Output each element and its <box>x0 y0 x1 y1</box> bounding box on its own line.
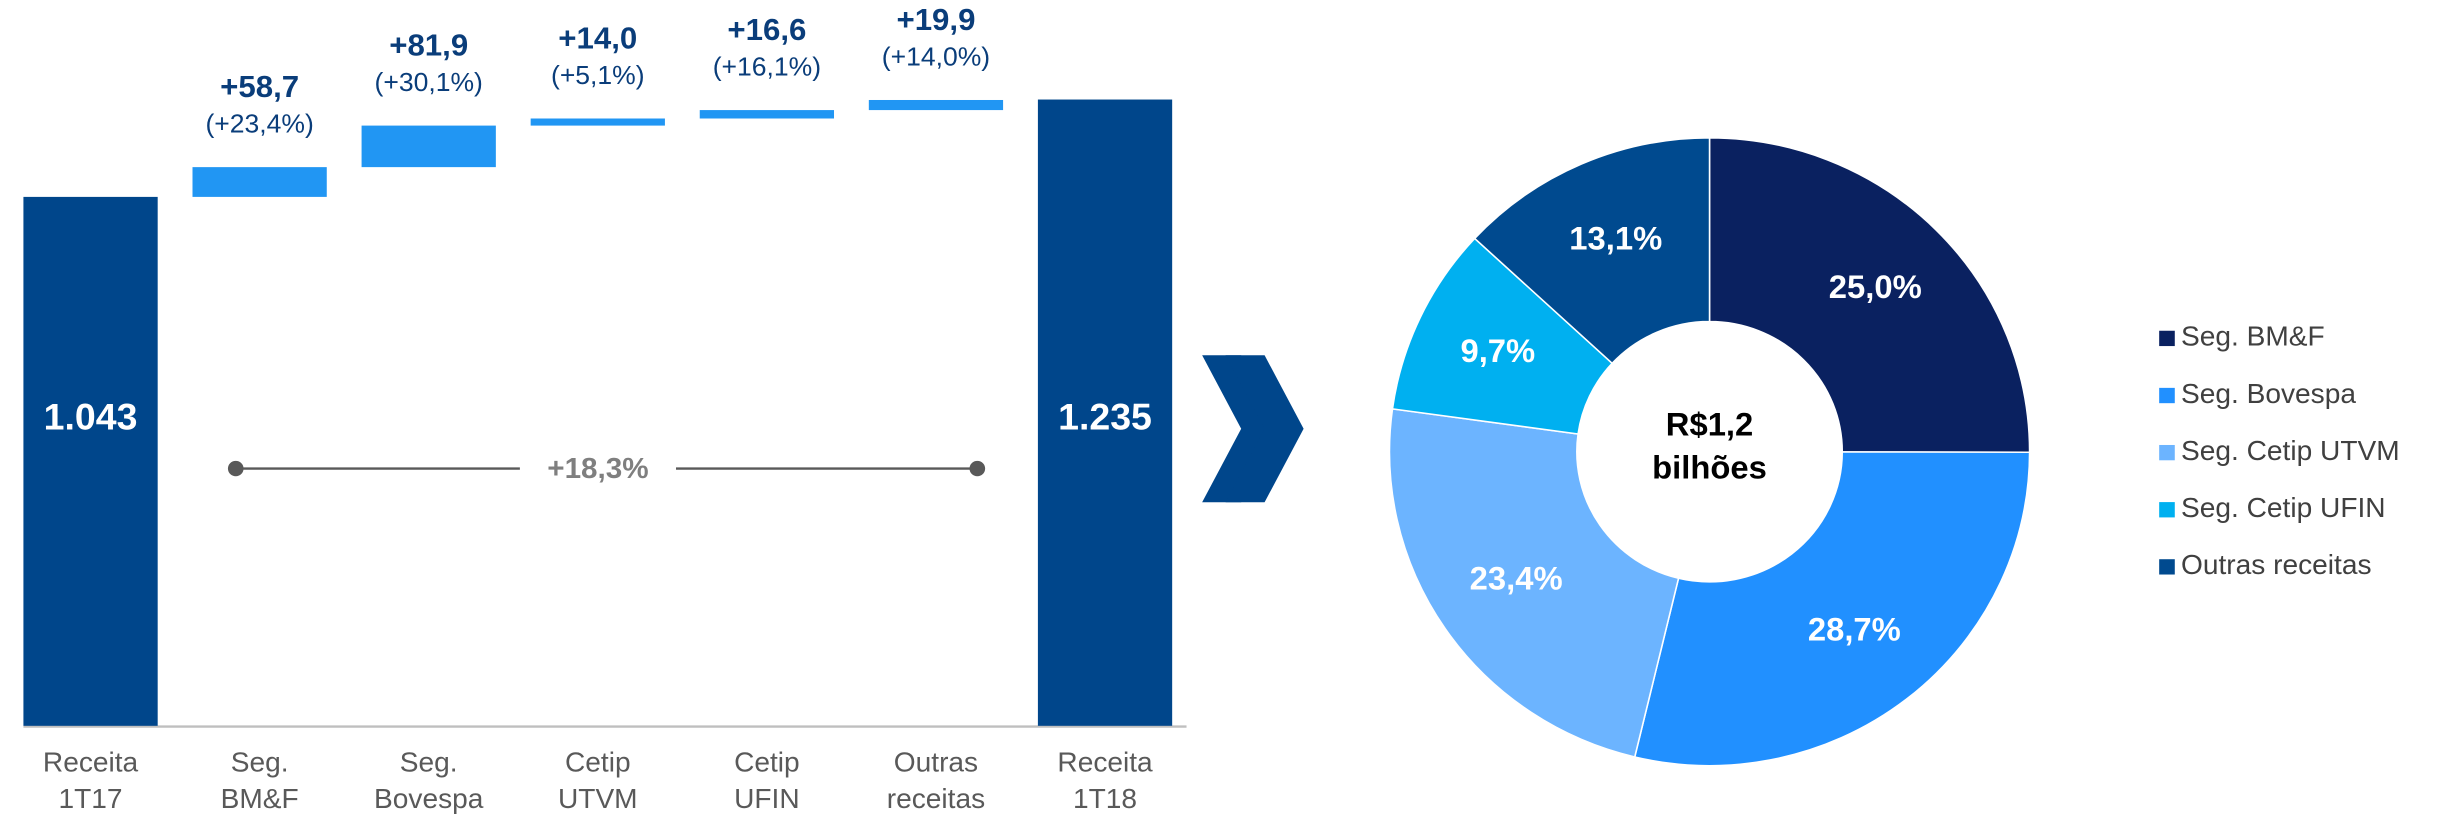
center-label: R$1,2 <box>1666 407 1753 443</box>
slice-label: 28,7% <box>1808 612 1901 648</box>
value-label: +14,0 <box>558 21 637 56</box>
x-tick-label: Outras <box>894 747 978 778</box>
x-tick-label: UTVM <box>558 783 638 814</box>
value-label: +16,6 <box>727 12 806 47</box>
legend-label: Seg. Cetip UFIN <box>2181 492 2386 523</box>
percent-label: (+23,4%) <box>205 109 313 139</box>
slice-label: 13,1% <box>1569 221 1662 257</box>
pie-slice <box>1391 237 1614 435</box>
value-label: 1.043 <box>44 396 138 438</box>
x-tick-label: BM&F <box>221 783 299 814</box>
growth-dot <box>969 460 986 477</box>
legend-label: Seg. Cetip UTVM <box>2181 435 2400 466</box>
slice-label: 23,4% <box>1470 561 1563 597</box>
slice-label: 25,0% <box>1829 269 1922 305</box>
percent-label: (+30,1%) <box>375 67 483 97</box>
legend-swatch <box>2159 502 2175 518</box>
bar <box>530 118 665 126</box>
value-label: 1.235 <box>1058 396 1152 438</box>
x-tick-label: 1T18 <box>1073 783 1137 814</box>
value-label: +81,9 <box>389 28 468 63</box>
pie-slice <box>1388 408 1680 758</box>
legend-label: Seg. Bovespa <box>2181 378 2356 409</box>
x-tick-label: Receita <box>1057 747 1153 778</box>
chevrons <box>1202 355 1304 503</box>
legend-swatch <box>2159 444 2175 461</box>
percent-label: (+16,1%) <box>713 52 821 82</box>
growth-dot <box>227 460 244 477</box>
x-tick-label: UFIN <box>734 783 800 814</box>
pie-slice <box>1633 451 2031 767</box>
bar <box>699 110 835 119</box>
value-label: +19,9 <box>896 2 975 37</box>
x-tick-label: Seg. <box>231 747 289 778</box>
x-tick-label: Cetip <box>565 747 631 778</box>
x-tick-label: receitas <box>887 783 985 814</box>
x-tick-label: Cetip <box>734 747 800 778</box>
bar <box>361 125 496 168</box>
percent-label: (+5,1%) <box>551 60 645 90</box>
x-tick-label: Bovespa <box>374 783 484 814</box>
annotation: +18,3% <box>547 452 648 485</box>
legend-swatch <box>2159 330 2175 347</box>
pie-slice <box>1708 137 2031 453</box>
bar <box>868 99 1004 111</box>
value-label: +58,7 <box>220 69 299 104</box>
legend-label: Seg. BM&F <box>2181 321 2325 352</box>
center-label: bilhões <box>1652 450 1767 486</box>
pie-slice <box>1473 137 1711 365</box>
x-tick-label: 1T17 <box>59 783 123 814</box>
slice-label: 9,7% <box>1460 333 1535 369</box>
bar <box>23 196 158 726</box>
legend-swatch <box>2159 387 2175 404</box>
x-tick-label: Receita <box>43 747 139 778</box>
bar <box>1037 99 1173 726</box>
legend-swatch <box>2159 559 2175 575</box>
percent-label: (+14,0%) <box>882 42 990 72</box>
bar <box>192 167 327 197</box>
x-tick-label: Seg. <box>400 747 458 778</box>
legend-label: Outras receitas <box>2181 549 2372 580</box>
